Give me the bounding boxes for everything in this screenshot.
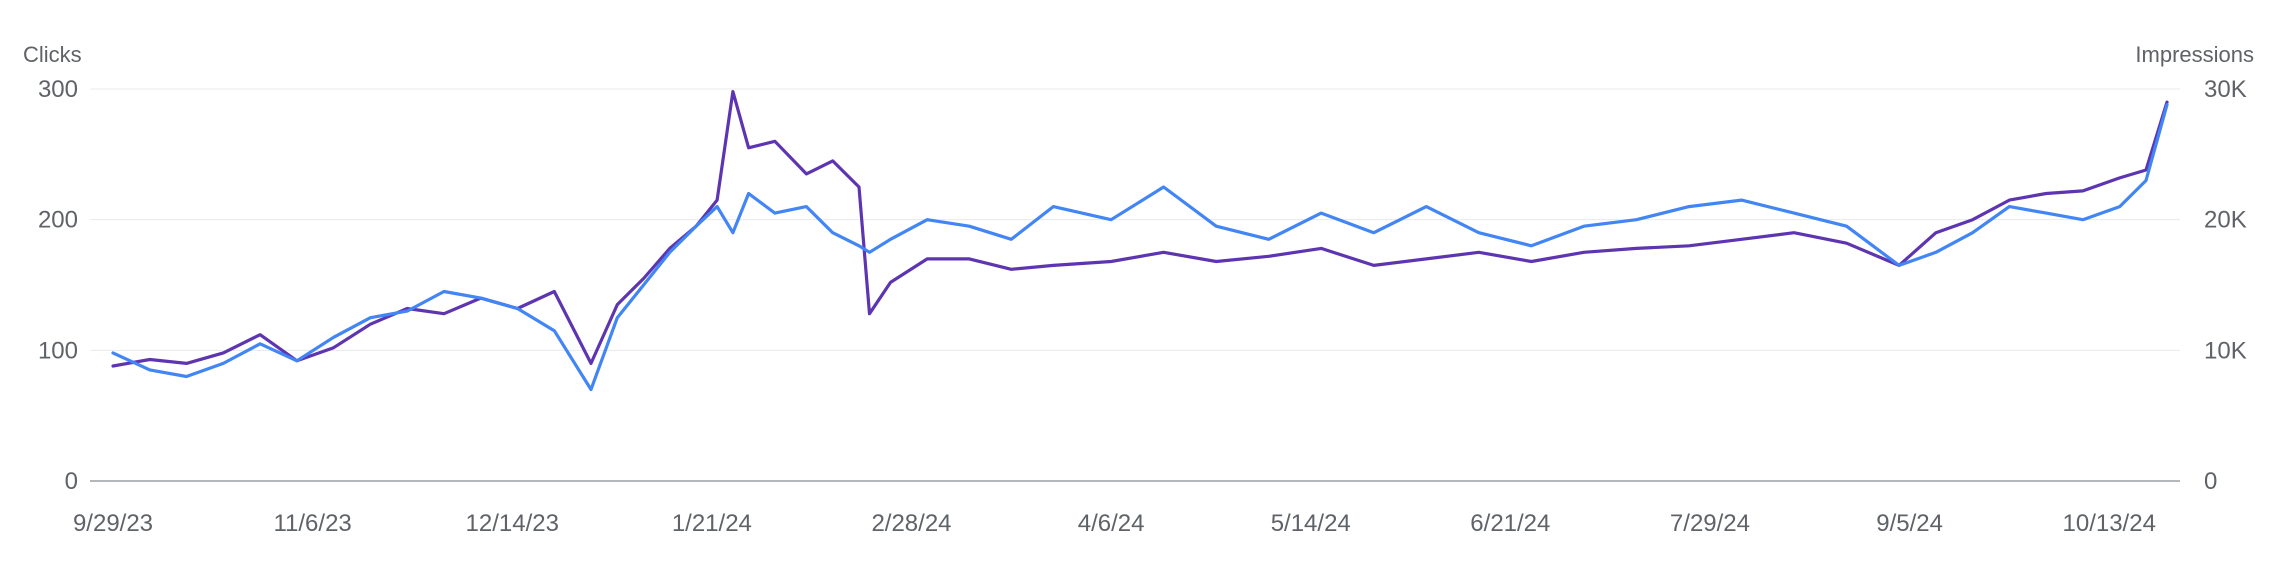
right-tick-label: 10K: [2204, 337, 2247, 364]
right-tick-label: 20K: [2204, 207, 2247, 234]
clicks-line: [111, 89, 2169, 368]
right-axis-ticks: 0 10K 20K 30K: [2204, 76, 2247, 495]
x-tick-label: 5/14/24: [1271, 510, 1351, 537]
series-lines: [111, 89, 2169, 392]
left-tick-label: 200: [38, 207, 78, 234]
x-tick-label: 4/6/24: [1078, 510, 1145, 537]
left-axis-ticks: 0 100 200 300: [38, 76, 78, 495]
x-tick-label: 11/6/23: [273, 510, 351, 537]
impressions-line: [111, 103, 2169, 392]
x-tick-label: 7/29/24: [1670, 510, 1750, 537]
x-tick-label: 1/21/24: [672, 510, 752, 537]
left-tick-label: 300: [38, 76, 78, 103]
left-tick-label: 100: [38, 337, 78, 364]
x-tick-label: 9/5/24: [1876, 510, 1943, 537]
left-axis-title: Clicks: [23, 42, 82, 67]
x-axis-ticks: 9/29/23 11/6/23 12/14/23 1/21/24 2/28/24 4/6/…: [73, 510, 2156, 537]
x-tick-label: 12/14/23: [466, 510, 559, 537]
right-tick-label: 0: [2204, 468, 2217, 495]
right-tick-label: 30K: [2204, 76, 2247, 103]
left-tick-label: 0: [65, 468, 78, 495]
x-tick-label: 6/21/24: [1470, 510, 1550, 537]
x-tick-label: 2/28/24: [871, 510, 951, 537]
right-axis-title: Impressions: [2135, 42, 2254, 67]
gridlines: [90, 88, 2180, 482]
x-tick-label: 9/29/23: [73, 510, 153, 537]
x-tick-label: 10/13/24: [2063, 510, 2156, 537]
